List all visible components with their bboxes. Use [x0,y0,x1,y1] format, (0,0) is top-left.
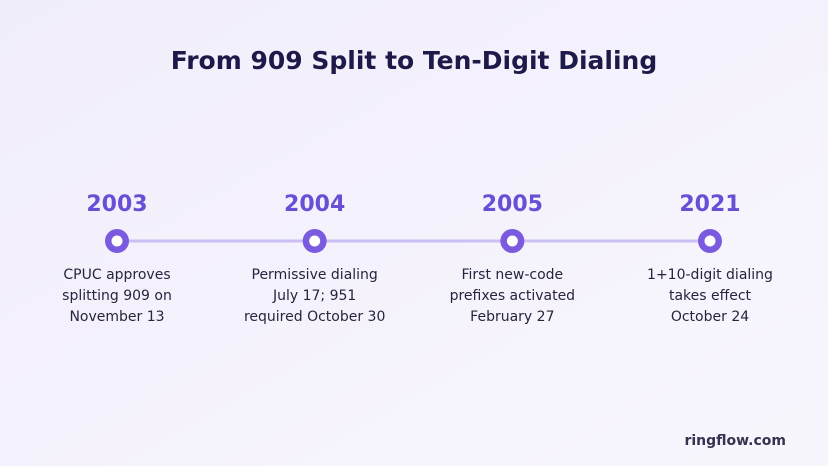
event-description: takes effect [669,288,752,304]
events: 2003 CPUC approves splitting 909 on Novembe… [62,192,773,325]
event-description: October 24 [671,309,749,325]
title: From 909 Split to Ten-Digit Dialing [171,46,657,75]
event-description: Permissive dialing [252,267,378,283]
event-year: 2004 [284,192,345,217]
event-description: splitting 909 on [62,288,172,304]
event-year: 2005 [482,192,543,217]
event-description: November 13 [69,309,164,325]
event-description: required October 30 [244,309,385,325]
event-year: 2021 [679,192,740,217]
event-dot-center [309,235,321,247]
event-description: prefixes activated [450,288,576,304]
event-description: July 17; 951 [272,288,356,304]
event-description: First new-code [461,267,563,283]
event-dot-center [506,235,518,247]
event-description: 1+10-digit dialing [647,267,773,283]
event-description: CPUC approves [63,267,170,283]
event-dot-center [111,235,123,247]
event-year: 2003 [86,192,147,217]
brand: ringflow.com [684,433,786,449]
event-description: February 27 [470,309,554,325]
event-dot-center [704,235,716,247]
